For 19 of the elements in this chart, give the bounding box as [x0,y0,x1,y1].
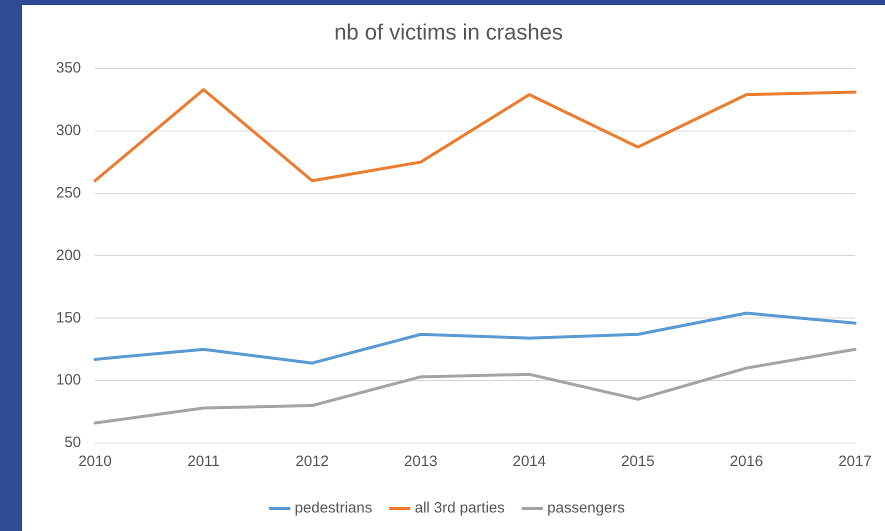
y-tick-label: 300 [56,122,82,139]
x-tick-label: 2013 [404,453,438,470]
y-tick-label: 250 [56,184,82,202]
y-tick-label: 50 [64,434,82,452]
x-tick-label: 2016 [730,453,764,470]
x-tick-label: 2015 [621,453,655,470]
x-tick-label: 2017 [838,453,872,470]
x-tick-label: 2011 [187,453,220,470]
y-tick-label: 200 [56,246,82,264]
y-tick-label: 150 [56,309,82,326]
x-tick-label: 2010 [78,453,112,470]
chart-title: nb of victims in crashes [334,19,563,44]
y-tick-label: 100 [56,372,82,389]
legend-label: passengers [547,500,625,517]
y-tick-label: 350 [56,60,82,77]
x-tick-label: 2014 [512,453,546,470]
legend-label: pedestrians [294,500,372,517]
legend-label: all 3rd parties [414,500,505,517]
x-tick-label: 2012 [295,453,329,470]
